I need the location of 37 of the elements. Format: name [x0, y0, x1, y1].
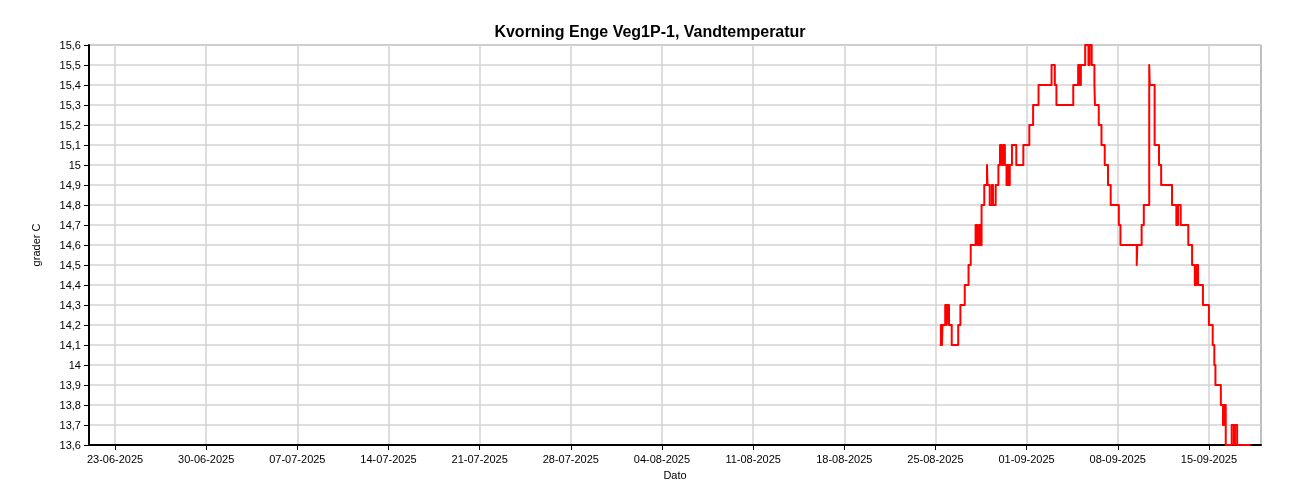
x-tick-label: 11-08-2025 [725, 452, 781, 465]
x-tick-label: 25-08-2025 [907, 452, 964, 465]
y-tick-label: 14,9 [59, 179, 81, 191]
y-tick-label: 15 [68, 159, 81, 171]
x-tick-label: 14-07-2025 [360, 452, 417, 465]
x-tick-label: 28-07-2025 [542, 452, 599, 465]
y-tick-label: 14,2 [59, 319, 81, 331]
x-tick-label: 21-07-2025 [451, 452, 508, 465]
y-tick-label: 14,5 [59, 259, 81, 271]
y-tick-label: 15,4 [59, 79, 81, 91]
y-tick-label: 15,3 [59, 99, 81, 111]
y-axis-title: grader C [29, 223, 42, 267]
y-tick-label: 15,2 [59, 119, 81, 131]
y-tick-label: 13,7 [59, 419, 81, 431]
x-tick-label: 04-08-2025 [633, 452, 691, 465]
x-tick-label: 07-07-2025 [269, 452, 326, 465]
y-tick-label: 14,6 [59, 239, 81, 251]
y-tick-label: 13,8 [59, 399, 81, 411]
y-tick-label: 15,6 [59, 39, 81, 51]
x-tick-label: 01-09-2025 [998, 452, 1055, 465]
x-tick-label: 18-08-2025 [816, 452, 873, 465]
y-tick-label: 13,6 [59, 439, 81, 451]
y-tick-label: 14,8 [59, 199, 81, 211]
y-tick-label: 15,5 [59, 59, 81, 71]
x-tick-label: 30-06-2025 [178, 452, 235, 465]
x-axis-title: Dato [663, 468, 687, 481]
y-tick-label: 14,4 [59, 279, 81, 291]
y-tick-label: 15,1 [59, 139, 81, 151]
y-tick-label: 13,9 [59, 379, 81, 391]
chart-title: Kvorning Enge Veg1P-1, Vandtemperatur [494, 22, 806, 40]
y-tick-label: 14,7 [59, 219, 81, 231]
y-tick-label: 14,1 [59, 339, 81, 351]
y-tick-label: 14,3 [59, 299, 81, 311]
y-tick-label: 14 [68, 359, 81, 371]
x-tick-label: 23-06-2025 [86, 452, 144, 465]
x-tick-label: 15-09-2025 [1180, 452, 1238, 465]
x-tick-label: 08-09-2025 [1089, 452, 1146, 465]
